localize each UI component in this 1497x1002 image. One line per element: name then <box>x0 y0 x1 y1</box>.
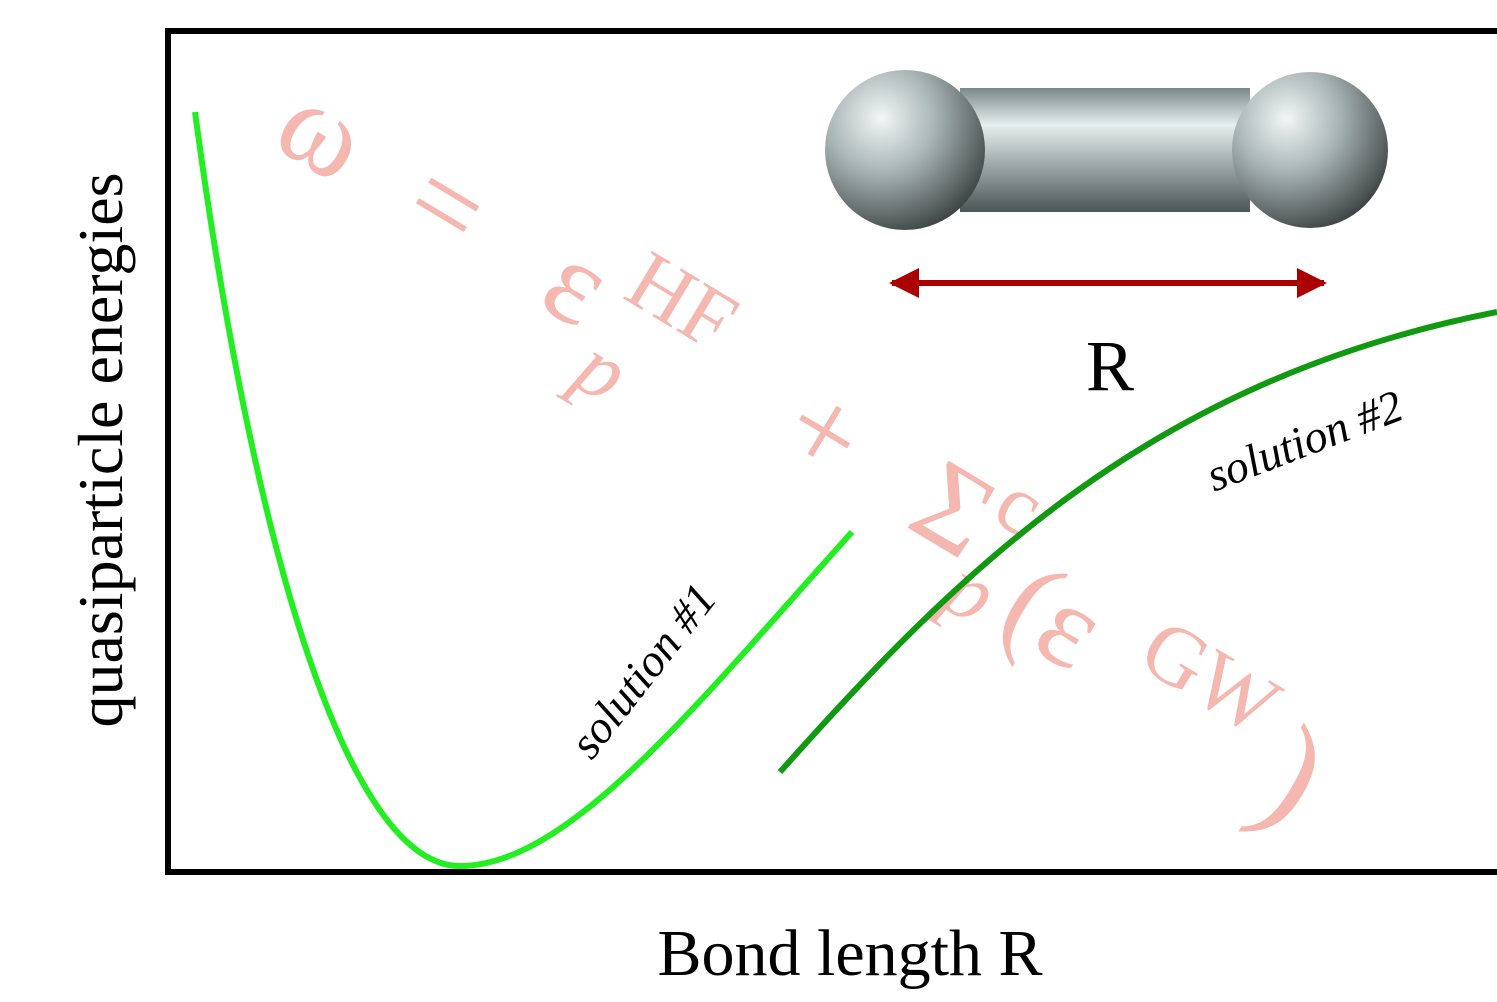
molecule <box>825 70 1388 230</box>
solution-1-label: solution #1 <box>559 574 726 768</box>
solution-1-curve <box>195 112 852 866</box>
y-axis-label: quasiparticle energies <box>65 172 136 727</box>
x-axis-label: Bond length R <box>657 917 1042 990</box>
equation-part: + <box>762 356 889 505</box>
equation-part: GW <box>1125 600 1295 754</box>
equation-part: = <box>385 130 512 279</box>
bond-label: R <box>1086 326 1134 406</box>
equation-part: ω <box>256 53 392 208</box>
figure: ω = ε HF p + Σ c p (ε GW ) solution #1 s… <box>0 0 1497 997</box>
